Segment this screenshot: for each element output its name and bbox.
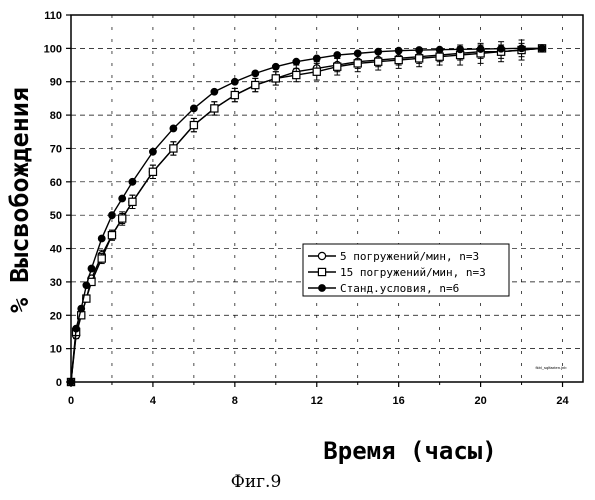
x-tick-label: 8 (232, 395, 238, 407)
data-point-filled-circle (83, 282, 90, 289)
data-point-square (416, 55, 423, 62)
data-point-square (190, 122, 197, 129)
data-point-filled-circle (129, 178, 136, 185)
data-point-square (395, 56, 402, 63)
data-point-filled-circle (375, 48, 382, 55)
data-point-filled-circle (498, 45, 505, 52)
data-point-square (119, 215, 126, 222)
y-tick-label: 100 (44, 43, 62, 55)
series-2 (67, 40, 545, 386)
data-point-filled-circle (68, 379, 75, 386)
data-point-square (375, 58, 382, 65)
x-tick-label: 24 (556, 395, 569, 407)
data-point-filled-circle (252, 70, 259, 77)
data-point-filled-circle (190, 105, 197, 112)
data-point-square (334, 63, 341, 70)
y-tick-label: 60 (50, 177, 62, 189)
data-point-square (231, 91, 238, 98)
grid (71, 15, 583, 382)
y-tick-label: 90 (50, 77, 62, 89)
x-tick-label: 20 (474, 395, 486, 407)
axes (66, 15, 583, 387)
data-point-square (98, 255, 105, 262)
data-point-filled-circle (73, 325, 80, 332)
legend-label: 5 погружений/мин, n=3 (340, 250, 479, 263)
series-group (67, 40, 545, 386)
data-point-filled-circle (170, 125, 177, 132)
legend-label: 15 погружений/мин, n=3 (340, 266, 486, 279)
y-tick-label: 30 (50, 277, 62, 289)
data-point-filled-circle (211, 88, 218, 95)
x-tick-label: 0 (68, 395, 74, 407)
data-point-open-circle (318, 252, 325, 259)
data-point-filled-circle (436, 46, 443, 53)
data-point-filled-circle (457, 46, 464, 53)
data-point-square (272, 75, 279, 82)
data-point-filled-circle (319, 285, 326, 292)
x-axis-title: Время (часы) (323, 437, 496, 465)
legend: 5 погружений/мин, n=3 15 погружений/мин, … (303, 244, 509, 296)
data-point-filled-circle (539, 45, 546, 52)
figure-label: Фиг.9 (231, 472, 282, 492)
data-point-filled-circle (98, 235, 105, 242)
data-point-square (354, 60, 361, 67)
data-point-filled-circle (231, 78, 238, 85)
data-point-square (129, 198, 136, 205)
data-point-filled-circle (150, 148, 157, 155)
data-point-filled-circle (313, 55, 320, 62)
x-tick-label: 16 (393, 395, 405, 407)
data-point-filled-circle (119, 195, 126, 202)
data-point-filled-circle (293, 58, 300, 65)
corner-filename-note: fkbl_sqlfaxten.jnb (536, 365, 568, 370)
y-tick-label: 50 (50, 210, 62, 222)
data-point-filled-circle (416, 47, 423, 54)
data-point-filled-circle (334, 52, 341, 59)
y-tick-label: 40 (50, 244, 62, 256)
data-point-square (149, 168, 156, 175)
y-tick-label: 10 (50, 344, 62, 356)
y-tick-label: 80 (50, 110, 62, 122)
data-point-square (313, 68, 320, 75)
data-point-square (211, 105, 218, 112)
y-tick-label: 0 (56, 377, 62, 389)
x-tick-label: 12 (311, 395, 323, 407)
data-point-square (170, 145, 177, 152)
series-1 (67, 43, 545, 385)
y-axis-title: % Высвобождения (5, 87, 34, 313)
plot-frame (71, 15, 583, 382)
data-point-square (436, 53, 443, 60)
data-point-filled-circle (109, 212, 116, 219)
data-point-square (252, 81, 259, 88)
data-point-filled-circle (78, 305, 85, 312)
data-point-filled-circle (518, 45, 525, 52)
data-point-filled-circle (354, 50, 361, 57)
x-tick-label: 4 (150, 395, 157, 407)
data-point-square (108, 232, 115, 239)
legend-label: Станд.условия, n=6 (340, 282, 459, 295)
data-point-filled-circle (477, 46, 484, 53)
data-point-filled-circle (272, 63, 279, 70)
data-point-square (293, 71, 300, 78)
data-point-filled-circle (395, 47, 402, 54)
y-tick-label: 110 (44, 10, 62, 22)
y-tick-label: 20 (50, 310, 62, 322)
data-point-filled-circle (88, 265, 95, 272)
data-point-square (318, 268, 325, 275)
y-tick-label: 70 (50, 143, 62, 155)
